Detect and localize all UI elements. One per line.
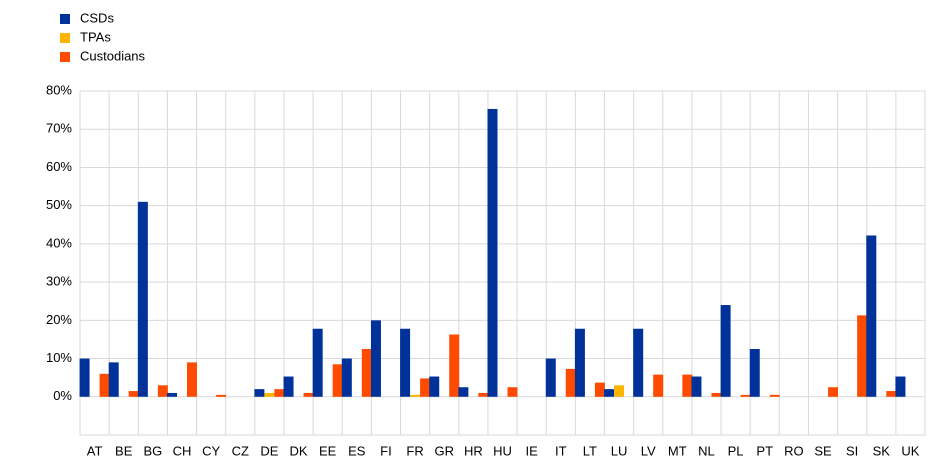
x-tick-label: CY [202, 443, 220, 458]
x-tick-label: PL [728, 443, 744, 458]
bar [749, 349, 760, 397]
bar [653, 374, 664, 397]
bar [216, 394, 227, 397]
bar [740, 394, 751, 397]
x-tick-label: RO [784, 443, 804, 458]
x-tick-label: CZ [232, 443, 249, 458]
x-tick-label: LV [641, 443, 656, 458]
x-tick-label: DE [260, 443, 278, 458]
x-tick-label: PT [756, 443, 773, 458]
y-tick-label: 20% [46, 312, 72, 327]
bar [99, 373, 110, 397]
legend-swatch [60, 52, 70, 62]
plot-frame [79, 90, 926, 436]
bar [866, 235, 877, 397]
bar [828, 387, 839, 397]
bar [341, 358, 352, 397]
legend-swatch [60, 33, 70, 43]
bar [157, 385, 168, 397]
bar [283, 376, 294, 397]
y-tick-label: 0% [53, 388, 72, 403]
bar [361, 349, 372, 397]
bar [166, 392, 177, 397]
bar [545, 358, 556, 397]
bar [332, 364, 343, 397]
x-tick-label: FR [406, 443, 423, 458]
x-tick-label: HU [493, 443, 512, 458]
x-tick-label: MT [668, 443, 687, 458]
bar [186, 362, 197, 397]
bar [711, 392, 722, 397]
x-tick-label: DK [290, 443, 308, 458]
bar [128, 391, 139, 397]
bar [458, 387, 469, 397]
x-tick-label: GR [434, 443, 454, 458]
x-tick-label: SK [873, 443, 891, 458]
bar [682, 374, 693, 397]
legend-label: TPAs [80, 29, 111, 44]
y-tick-label: 40% [46, 235, 72, 250]
y-tick-label: 70% [46, 121, 72, 136]
bar [400, 328, 411, 397]
bar [370, 320, 381, 397]
bar [565, 368, 576, 397]
bar [507, 387, 518, 397]
bar [895, 376, 906, 397]
x-tick-label: LU [611, 443, 628, 458]
legend-swatch [60, 14, 70, 24]
bar [487, 108, 498, 397]
x-tick-label: IE [525, 443, 538, 458]
x-tick-label: AT [87, 443, 103, 458]
bar [604, 389, 615, 397]
bar [886, 391, 897, 397]
legend-label: CSDs [80, 10, 114, 25]
x-tick-label: CH [173, 443, 192, 458]
x-tick-label: BG [143, 443, 162, 458]
legend-label: Custodians [80, 48, 146, 63]
x-tick-label: SI [846, 443, 858, 458]
bar [312, 328, 323, 397]
bar [303, 392, 314, 397]
bar [79, 358, 90, 397]
y-tick-label: 60% [46, 159, 72, 174]
x-tick-label: SE [814, 443, 832, 458]
bar [264, 392, 275, 397]
bar [449, 334, 460, 397]
bar [769, 394, 780, 397]
x-tick-label: HR [464, 443, 483, 458]
x-tick-label: IT [555, 443, 567, 458]
y-tick-label: 30% [46, 274, 72, 289]
y-tick-label: 50% [46, 197, 72, 212]
bar [137, 201, 148, 397]
bar [614, 385, 625, 397]
bar [410, 394, 421, 397]
y-tick-label: 80% [46, 82, 72, 97]
bar [720, 305, 731, 397]
bar [574, 328, 585, 397]
bar [420, 378, 431, 397]
x-tick-label: LT [583, 443, 597, 458]
x-tick-label: BE [115, 443, 133, 458]
x-tick-label: FI [380, 443, 392, 458]
x-tick-label: UK [901, 443, 919, 458]
bar [478, 392, 489, 397]
x-tick-label: EE [319, 443, 337, 458]
y-tick-label: 10% [46, 350, 72, 365]
bar [254, 389, 265, 397]
bar [857, 315, 868, 397]
bar [594, 382, 605, 397]
bar [429, 376, 440, 397]
bar [691, 376, 702, 397]
x-tick-label: NL [698, 443, 715, 458]
bar [633, 328, 644, 397]
bar [108, 362, 119, 397]
x-tick-label: ES [348, 443, 366, 458]
bar [274, 389, 285, 397]
